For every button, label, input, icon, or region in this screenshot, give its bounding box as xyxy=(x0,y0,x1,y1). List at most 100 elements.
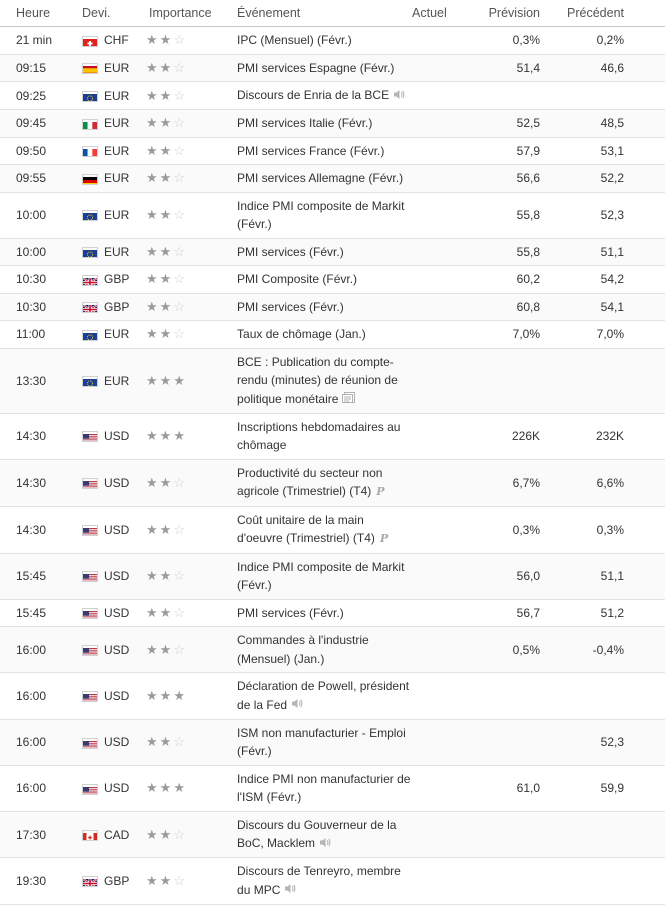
speaker-icon[interactable] xyxy=(393,87,406,106)
header-time[interactable]: Heure xyxy=(0,0,82,27)
document-icon[interactable] xyxy=(342,390,356,409)
event-name-link[interactable]: Indice PMI composite de Markit (Févr.) xyxy=(237,559,405,593)
importance-star-icon: ★ xyxy=(146,32,160,48)
table-row[interactable]: 09:15 EUR ★★☆ PMI services Espagne (Févr.) 5… xyxy=(0,54,665,82)
table-row[interactable]: 15:45 USD ★★☆ Indice PMI composite de Marki… xyxy=(0,553,665,600)
table-row[interactable]: 16:00 USD ★★☆ ISM non manufacturier - Emplo… xyxy=(0,719,665,766)
event-name-link[interactable]: Coût unitaire de la main d'oeuvre (Trime… xyxy=(237,512,375,546)
importance-star-icon: ★ xyxy=(159,207,174,223)
event-name-link[interactable]: Indice PMI composite de Markit (Févr.) xyxy=(237,198,405,232)
event-name-link[interactable]: PMI services Espagne (Févr.) xyxy=(237,60,395,75)
table-row[interactable]: 09:55 EUR ★★☆ PMI services Allemagne (Févr.… xyxy=(0,164,665,193)
event-name-link[interactable]: Indice PMI non manufacturier de l'ISM (F… xyxy=(237,771,411,805)
event-name-link[interactable]: PMI Composite (Févr.) xyxy=(237,272,358,287)
header-importance[interactable]: Importance xyxy=(146,0,238,27)
table-row[interactable]: 09:25 EUR ★★☆ Discours de Enria de la BCE xyxy=(0,81,665,111)
speaker-icon[interactable] xyxy=(319,835,332,854)
event-time: 11:00 xyxy=(0,320,82,349)
actual-value xyxy=(412,765,469,812)
importance-star-icon: ☆ xyxy=(173,734,187,750)
importance-star-icon: ★ xyxy=(146,170,160,186)
table-row[interactable]: 09:45 EUR ★★☆ PMI services Italie (Févr.) 52… xyxy=(0,109,665,138)
forecast-value: 0,3% xyxy=(468,506,541,554)
importance-star-icon: ☆ xyxy=(173,207,187,223)
us-flag-icon xyxy=(82,524,98,536)
event-time: 10:30 xyxy=(0,265,82,294)
event-name-link[interactable]: Déclaration de Powell, président de la F… xyxy=(237,679,410,712)
importance-rating: ★★☆ xyxy=(146,137,238,166)
us-flag-icon xyxy=(82,783,98,795)
table-row[interactable]: 14:30 USD ★★☆ Coût unitaire de la main d'oe… xyxy=(0,506,665,554)
importance-star-icon: ★ xyxy=(159,568,174,584)
header-previous[interactable]: Précédent xyxy=(540,0,625,27)
table-row[interactable]: 09:50 EUR ★★☆ PMI services France (Févr.) 57… xyxy=(0,137,665,166)
event-name-link[interactable]: BCE : Publication du compte-rendu (minut… xyxy=(237,354,398,406)
importance-star-icon: ★ xyxy=(146,826,160,842)
importance-star-icon: ★ xyxy=(173,428,187,444)
event-name-link[interactable]: Discours de Tenreyro, membre du MPC xyxy=(237,864,401,897)
event-time: 16:00 xyxy=(0,626,82,674)
table-row[interactable]: 16:00 USD ★★☆ Commandes à l'industrie (Mens… xyxy=(0,626,665,674)
table-row[interactable]: 15:45 USD ★★☆ PMI services (Févr.) 56,7 51,2 xyxy=(0,599,665,628)
previous-value: 46,6 xyxy=(540,54,625,82)
forecast-value: 57,9 xyxy=(468,137,541,166)
event-time: 16:00 xyxy=(0,672,82,720)
importance-star-icon: ★ xyxy=(146,207,160,223)
header-forecast[interactable]: Prévision xyxy=(468,0,541,27)
table-row[interactable]: 11:00 EUR ★★☆ Taux de chômage (Jan.) 7,0% 7,0… xyxy=(0,320,665,349)
importance-star-icon: ★ xyxy=(146,428,160,444)
actual-value xyxy=(412,54,469,82)
table-row[interactable]: 21 min CHF ★★☆ IPC (Mensuel) (Févr.) 0,3% 0,2… xyxy=(0,26,665,55)
table-row[interactable]: 10:30 GBP ★★☆ PMI Composite (Févr.) 60,2 54,2 xyxy=(0,265,665,294)
table-row[interactable]: 13:30 EUR ★★★ BCE : Publication du compte-r… xyxy=(0,348,665,414)
forecast-value: 6,7% xyxy=(468,459,541,507)
event-time: 14:30 xyxy=(0,413,82,460)
forecast-value: 60,2 xyxy=(468,265,541,294)
previous-value: 54,2 xyxy=(540,265,625,294)
header-event[interactable]: Événement xyxy=(237,0,413,27)
table-row[interactable]: 14:30 USD ★★☆ Productivité du secteur non a… xyxy=(0,459,665,507)
importance-rating: ★★☆ xyxy=(146,553,238,600)
importance-rating: ★★☆ xyxy=(146,81,238,111)
forecast-value: 0,3% xyxy=(468,26,541,55)
importance-rating: ★★☆ xyxy=(146,192,238,239)
speaker-icon[interactable] xyxy=(284,881,297,900)
importance-star-icon: ☆ xyxy=(173,474,187,490)
event-name-link[interactable]: PMI services France (Févr.) xyxy=(237,143,385,158)
table-row[interactable]: 10:00 EUR ★★☆ Indice PMI composite de Marki… xyxy=(0,192,665,239)
event-name-link[interactable]: Taux de chômage (Jan.) xyxy=(237,327,366,342)
currency-code: EUR xyxy=(104,348,147,414)
actual-value xyxy=(412,553,469,600)
importance-star-icon: ☆ xyxy=(173,604,187,620)
event-name-link[interactable]: PMI services (Févr.) xyxy=(237,244,344,259)
table-row[interactable]: 14:30 USD ★★★ Inscriptions hebdomadaires au… xyxy=(0,413,665,460)
speaker-icon[interactable] xyxy=(291,696,304,715)
header-currency[interactable]: Devi. xyxy=(82,0,147,27)
actual-value xyxy=(412,320,469,349)
table-row[interactable]: 10:30 GBP ★★☆ PMI services (Févr.) 60,8 54,1 xyxy=(0,293,665,322)
currency-code: USD xyxy=(104,765,147,812)
event-name-link[interactable]: PMI services (Févr.) xyxy=(237,299,344,314)
table-row[interactable]: 16:00 USD ★★★ Indice PMI non manufacturier … xyxy=(0,765,665,812)
table-row[interactable]: 16:00 USD ★★★ Déclaration de Powell, présid… xyxy=(0,672,665,720)
table-row[interactable]: 17:30 CAD ★★☆ Discours du Gouverneur de la … xyxy=(0,811,665,859)
importance-rating: ★★☆ xyxy=(146,626,238,674)
event-time: 09:50 xyxy=(0,137,82,166)
actual-value xyxy=(412,192,469,239)
event-name-link[interactable]: IPC (Mensuel) (Févr.) xyxy=(237,33,352,47)
event-name-link[interactable]: Discours de Enria de la BCE xyxy=(237,88,390,102)
event-name-link[interactable]: PMI services (Févr.) xyxy=(237,605,344,620)
event-name-link[interactable]: Commandes à l'industrie (Mensuel) (Jan.) xyxy=(237,633,369,666)
event-name-link[interactable]: ISM non manufacturier - Emploi (Févr.) xyxy=(237,725,406,759)
header-actual[interactable]: Actuel xyxy=(412,0,469,27)
event-name-link[interactable]: PMI services Allemagne (Févr.) xyxy=(237,171,404,186)
importance-star-icon: ★ xyxy=(146,521,160,537)
importance-rating: ★★☆ xyxy=(146,293,238,322)
actual-value xyxy=(412,81,469,111)
event-name-link[interactable]: Inscriptions hebdomadaires au chômage xyxy=(237,419,401,453)
event-name-link[interactable]: Discours du Gouverneur de la BoC, Mackle… xyxy=(237,817,397,851)
event-name-link[interactable]: Productivité du secteur non agricole (Tr… xyxy=(237,465,383,499)
table-row[interactable]: 19:30 GBP ★★☆ Discours de Tenreyro, membre … xyxy=(0,857,665,905)
event-name-link[interactable]: PMI services Italie (Févr.) xyxy=(237,116,373,131)
table-row[interactable]: 10:00 EUR ★★☆ PMI services (Févr.) 55,8 51,1 xyxy=(0,238,665,267)
